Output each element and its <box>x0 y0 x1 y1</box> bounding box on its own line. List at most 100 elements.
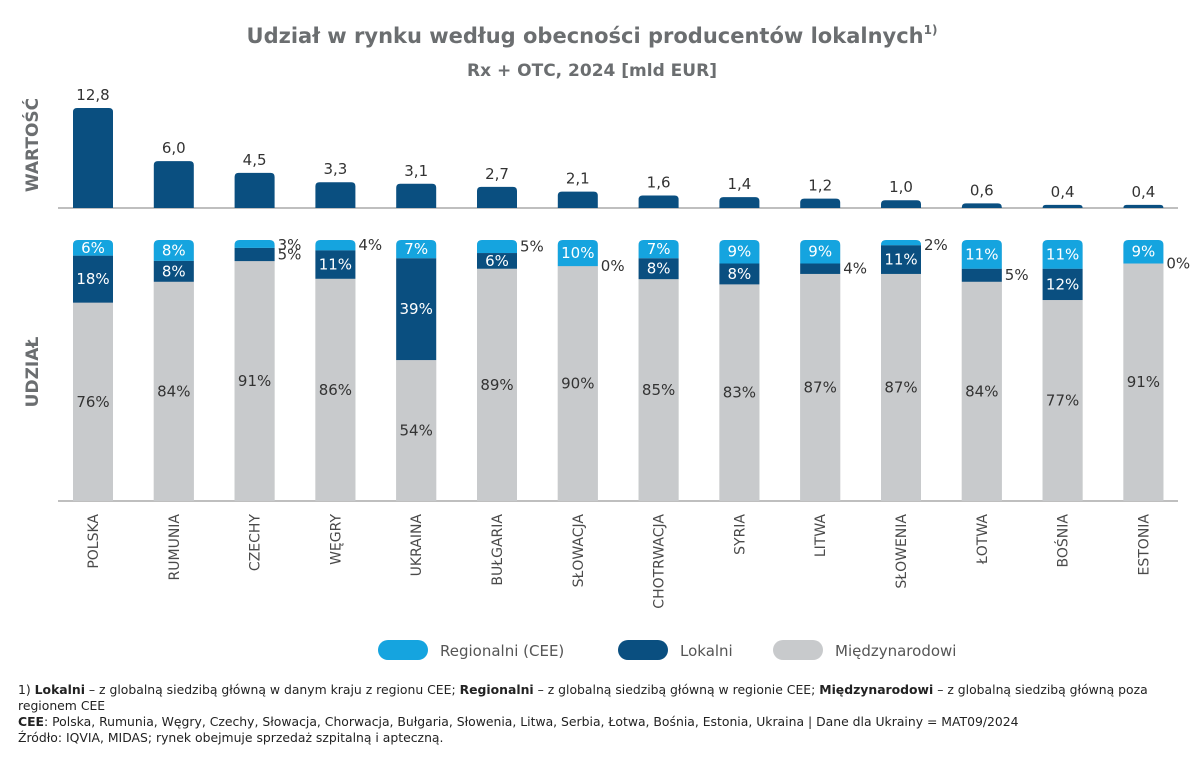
segment-local-lotwa <box>961 268 1002 282</box>
label-international-lotwa: 84% <box>965 382 998 400</box>
legend-swatch-regionalni-cee <box>378 640 428 660</box>
label-international-estonia: 91% <box>1127 373 1160 391</box>
category-label-czechy: CZECHY <box>248 514 264 572</box>
legend-label-regionalni-cee: Regionalni (CEE) <box>440 642 564 660</box>
segment-international-czechy <box>234 261 275 501</box>
segment-local-ukraina <box>396 258 437 361</box>
value-bar-syria <box>719 197 760 208</box>
category-label-slowacja: SŁOWACJA <box>571 514 587 588</box>
label-local-wegry: 11% <box>319 256 352 274</box>
segment-local-czechy <box>234 247 275 262</box>
bottom-panel-label: UDZIAŁ <box>23 337 43 408</box>
label-regional-slowenia: 2% <box>924 236 948 254</box>
label-international-wegry: 86% <box>319 381 352 399</box>
category-label-bulgaria: BUŁGARIA <box>490 514 506 586</box>
label-local-rumunia: 8% <box>162 262 186 280</box>
value-bar-bulgaria <box>477 186 517 208</box>
segment-international-litwa <box>800 273 841 501</box>
value-label-lotwa: 0,6 <box>970 181 994 199</box>
label-local-slowacja: 0% <box>601 257 625 275</box>
label-international-chotrwacja: 85% <box>642 381 675 399</box>
label-local-litwa: 4% <box>843 260 867 278</box>
label-international-slowacja: 90% <box>561 375 594 393</box>
footnotes: 1) Lokalni – z globalną siedzibą główną … <box>18 682 1188 746</box>
segment-international-chotrwacja <box>638 279 679 501</box>
label-local-bulgaria: 6% <box>485 252 509 270</box>
segment-regional-bosnia <box>1042 240 1083 269</box>
label-local-syria: 8% <box>728 265 752 283</box>
segment-international-slowacja <box>557 266 598 501</box>
value-bar-polska <box>73 108 113 208</box>
chart-subtitle: Rx + OTC, 2024 [mld EUR] <box>467 61 717 81</box>
label-local-chotrwacja: 8% <box>647 260 671 278</box>
category-label-wegry: WĘGRY <box>328 514 344 565</box>
footnote-cee: CEE: Polska, Rumunia, Węgry, Czechy, Sło… <box>18 714 1019 729</box>
segment-local-chotrwacja <box>638 258 679 280</box>
segment-local-polska <box>73 255 113 303</box>
segment-international-lotwa <box>961 281 1002 501</box>
category-label-slowenia: SŁOWENIA <box>894 514 910 589</box>
label-international-bosnia: 77% <box>1046 392 1079 410</box>
footnote-definitions: 1) Lokalni – z globalną siedzibą główną … <box>18 682 1148 713</box>
value-label-slowacja: 2,1 <box>566 170 590 188</box>
value-label-bulgaria: 2,7 <box>485 165 509 183</box>
legend-swatch-lokalni <box>618 640 668 660</box>
category-label-syria: SYRIA <box>732 514 748 555</box>
label-regional-estonia: 9% <box>1132 243 1156 261</box>
value-bar-slowenia <box>881 200 921 208</box>
segment-local-bosnia <box>1042 268 1083 301</box>
segment-regional-polska <box>73 240 113 256</box>
segment-international-rumunia <box>153 281 194 501</box>
share-bars-group: 76%18%6%84%8%8%91%5%3%86%11%4%54%39%7%89… <box>58 236 1190 502</box>
label-international-czechy: 91% <box>238 372 271 390</box>
segment-regional-lotwa <box>961 240 1002 269</box>
category-label-rumunia: RUMUNIA <box>167 514 183 581</box>
segment-regional-ukraina <box>396 240 437 259</box>
segment-regional-wegry <box>315 240 356 251</box>
value-bar-ukraina <box>396 183 437 208</box>
segment-local-bulgaria <box>477 253 517 269</box>
segment-international-ukraina <box>396 360 437 501</box>
title-footnote-mark: 1) <box>924 23 938 37</box>
label-local-czechy: 5% <box>278 246 302 264</box>
segment-international-bulgaria <box>477 268 517 501</box>
value-label-syria: 1,4 <box>727 175 751 193</box>
chart-title: Udział w rynku według obecności producen… <box>247 23 938 48</box>
market-share-chart: Udział w rynku według obecności producen… <box>21 23 1190 660</box>
segment-international-bosnia <box>1042 300 1083 501</box>
segment-international-wegry <box>315 278 356 501</box>
label-regional-bulgaria: 5% <box>520 238 544 256</box>
label-regional-slowacja: 10% <box>561 244 594 262</box>
value-bar-bosnia <box>1042 204 1083 208</box>
value-bar-estonia <box>1123 204 1164 208</box>
segment-regional-bulgaria <box>477 240 517 254</box>
value-bar-slowacja <box>557 191 598 208</box>
legend-swatch-miedzynarodowi <box>773 640 823 660</box>
value-label-wegry: 3,3 <box>323 160 347 178</box>
label-local-estonia: 0% <box>1166 254 1190 272</box>
category-label-ukraina: UKRAINA <box>409 514 425 577</box>
value-label-estonia: 0,4 <box>1131 183 1155 201</box>
segment-international-estonia <box>1123 263 1164 501</box>
value-label-rumunia: 6,0 <box>162 139 186 157</box>
label-regional-czechy: 3% <box>278 236 302 254</box>
segment-local-litwa <box>800 263 841 274</box>
label-local-polska: 18% <box>76 270 109 288</box>
label-regional-syria: 9% <box>728 243 752 261</box>
legend-label-lokalni: Lokalni <box>680 642 733 660</box>
segment-local-wegry <box>315 250 356 279</box>
segment-local-rumunia <box>153 260 194 282</box>
value-label-chotrwacja: 1,6 <box>647 174 671 192</box>
label-international-polska: 76% <box>76 393 109 411</box>
label-international-syria: 83% <box>723 384 756 402</box>
value-bar-lotwa <box>961 203 1002 208</box>
value-bar-chotrwacja <box>638 195 679 208</box>
segment-regional-litwa <box>800 240 841 264</box>
segment-international-syria <box>719 284 760 501</box>
label-local-ukraina: 39% <box>400 300 433 318</box>
label-international-bulgaria: 89% <box>480 376 513 394</box>
segment-international-polska <box>73 302 113 501</box>
label-local-slowenia: 11% <box>884 251 917 269</box>
label-international-slowenia: 87% <box>884 378 917 396</box>
value-bars-group: 12,8 6,0 4,5 3,3 3,1 2,7 2,1 1,6 1,4 1,2 1,0 0,6 0,4… <box>58 86 1178 209</box>
